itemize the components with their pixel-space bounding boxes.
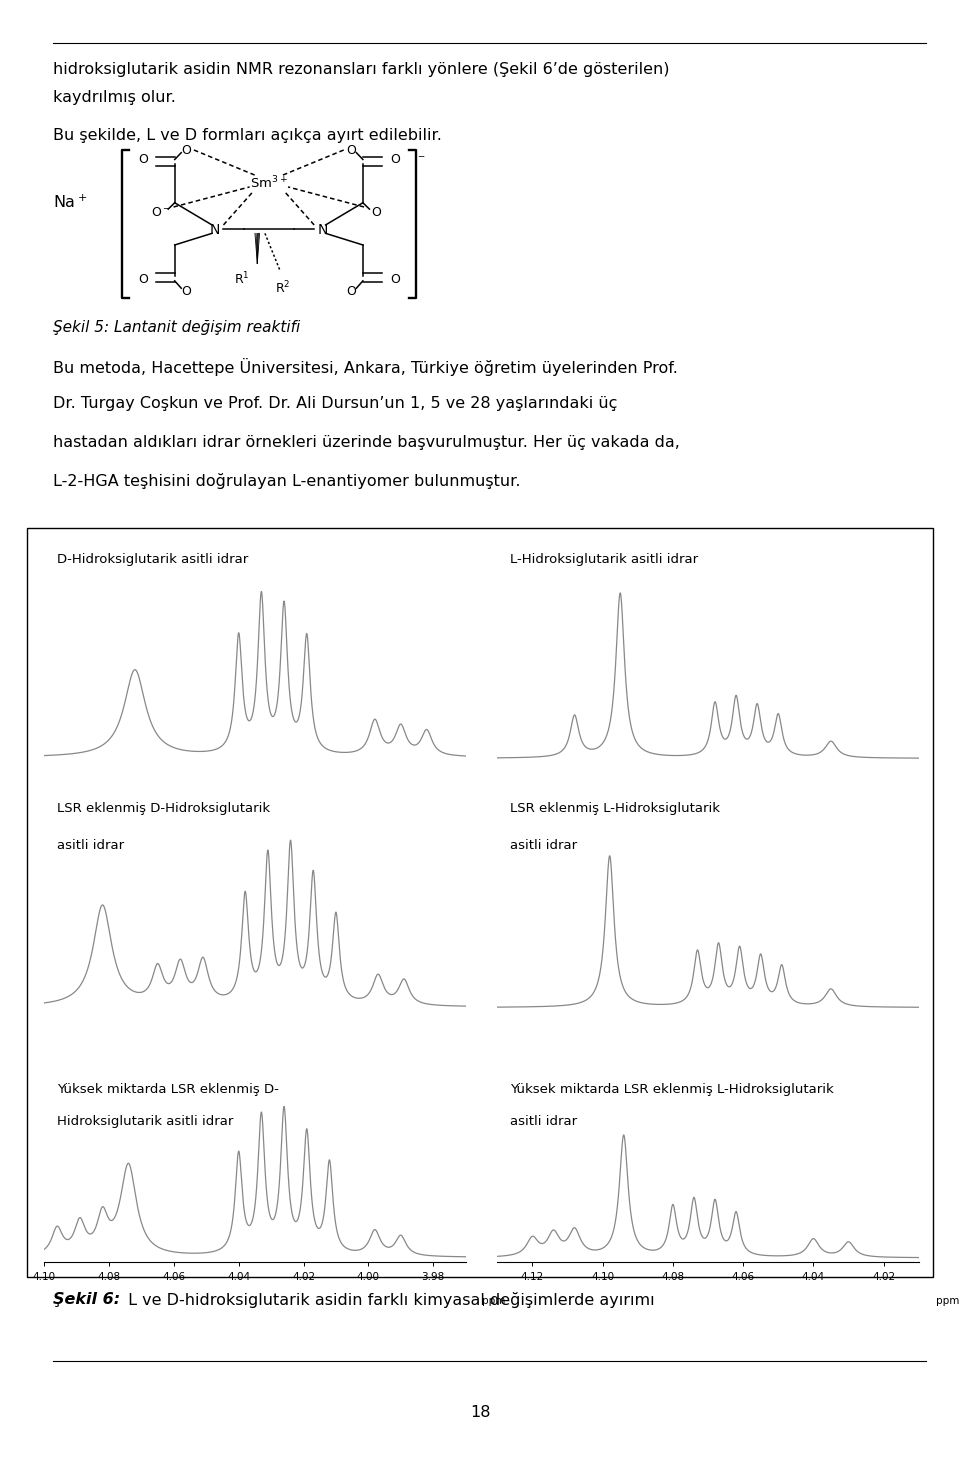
- Text: O: O: [372, 206, 381, 219]
- Text: L ve D-hidroksiglutarik asidin farklı kimyasal değişimlerde ayırımı: L ve D-hidroksiglutarik asidin farklı ki…: [123, 1292, 655, 1308]
- Text: Sm$^{3+}$: Sm$^{3+}$: [250, 175, 288, 191]
- Bar: [27, 528, 933, 1277]
- Text: LSR eklenmiş D-Hidroksiglutarik: LSR eklenmiş D-Hidroksiglutarik: [57, 802, 270, 815]
- Text: $^{-}$: $^{-}$: [418, 153, 426, 166]
- Text: Şekil 6:: Şekil 6:: [53, 1292, 120, 1307]
- Text: N: N: [318, 223, 327, 238]
- Text: R$^1$: R$^1$: [234, 270, 250, 286]
- Text: asitli idrar: asitli idrar: [510, 1114, 577, 1127]
- Text: asitli idrar: asitli idrar: [57, 840, 124, 851]
- Text: LSR eklenmiş L-Hidroksiglutarik: LSR eklenmiş L-Hidroksiglutarik: [510, 802, 720, 815]
- Text: Bu şekilde, L ve D formları açıkça ayırt edilebilir.: Bu şekilde, L ve D formları açıkça ayırt…: [53, 128, 442, 142]
- Text: ppm: ppm: [936, 1296, 959, 1305]
- Text: Yüksek miktarda LSR eklenmiş L-Hidroksiglutarik: Yüksek miktarda LSR eklenmiş L-Hidroksig…: [510, 1083, 833, 1097]
- Text: Dr. Turgay Coşkun ve Prof. Dr. Ali Dursun’un 1, 5 ve 28 yaşlarındaki üç: Dr. Turgay Coşkun ve Prof. Dr. Ali Dursu…: [53, 396, 617, 411]
- Text: Bu metoda, Hacettepe Üniversitesi, Ankara, Türkiye öğretim üyelerinden Prof.: Bu metoda, Hacettepe Üniversitesi, Ankar…: [53, 358, 678, 376]
- Text: O: O: [181, 285, 191, 298]
- Text: Na$^+$: Na$^+$: [53, 194, 87, 211]
- Text: O: O: [390, 153, 399, 166]
- Text: Hidroksiglutarik asitli idrar: Hidroksiglutarik asitli idrar: [57, 1114, 233, 1127]
- Text: R$^2$: R$^2$: [275, 279, 290, 297]
- Text: O$^-$: O$^-$: [152, 206, 171, 219]
- Text: Yüksek miktarda LSR eklenmiş D-: Yüksek miktarda LSR eklenmiş D-: [57, 1083, 278, 1097]
- Text: L-Hidroksiglutarik asitli idrar: L-Hidroksiglutarik asitli idrar: [510, 552, 698, 565]
- Text: O: O: [138, 153, 148, 166]
- Text: L-2-HGA teşhisini doğrulayan L-enantiyomer bulunmuştur.: L-2-HGA teşhisini doğrulayan L-enantiyom…: [53, 473, 520, 489]
- Text: Şekil 5: Lantanit değişim reaktifi: Şekil 5: Lantanit değişim reaktifi: [53, 320, 300, 335]
- Text: hidroksiglutarik asidin NMR rezonansları farklı yönlere (Şekil 6’de gösterilen): hidroksiglutarik asidin NMR rezonansları…: [53, 62, 669, 76]
- Text: ppm: ppm: [483, 1296, 506, 1305]
- Text: hastadan aldıkları idrar örnekleri üzerinde başvurulmuştur. Her üç vakada da,: hastadan aldıkları idrar örnekleri üzeri…: [53, 435, 680, 449]
- Text: O: O: [347, 285, 356, 298]
- Text: N: N: [210, 223, 220, 238]
- Text: D-Hidroksiglutarik asitli idrar: D-Hidroksiglutarik asitli idrar: [57, 552, 248, 565]
- Text: O: O: [138, 273, 148, 286]
- Text: asitli idrar: asitli idrar: [510, 840, 577, 851]
- Text: O: O: [390, 273, 399, 286]
- Text: 18: 18: [469, 1405, 491, 1420]
- Text: kaydrılmış olur.: kaydrılmış olur.: [53, 90, 176, 104]
- Text: O: O: [181, 144, 191, 157]
- Text: O: O: [347, 144, 356, 157]
